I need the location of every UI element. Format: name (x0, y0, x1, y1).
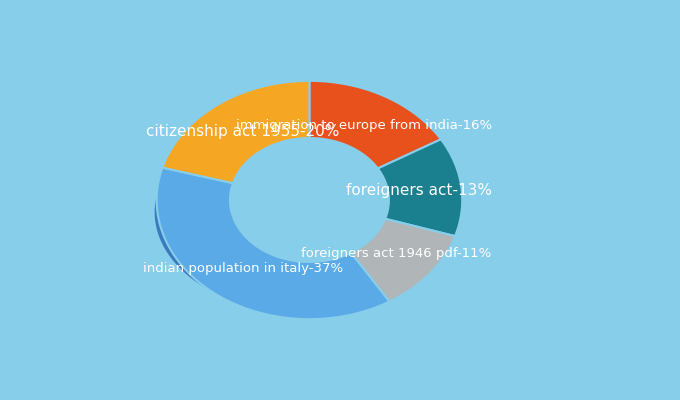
Polygon shape (156, 168, 390, 319)
Polygon shape (378, 139, 462, 236)
Polygon shape (351, 219, 455, 302)
Polygon shape (163, 81, 309, 183)
Text: foreigners act-13%: foreigners act-13% (346, 183, 492, 198)
Text: foreigners act 1946 pdf-11%: foreigners act 1946 pdf-11% (301, 246, 492, 260)
Text: indian population in italy-37%: indian population in italy-37% (143, 262, 343, 275)
Text: immigration to europe from india-16%: immigration to europe from india-16% (236, 119, 492, 132)
Polygon shape (154, 184, 391, 316)
Polygon shape (309, 81, 441, 168)
Text: citizenship act 1955-20%: citizenship act 1955-20% (146, 124, 339, 139)
Ellipse shape (230, 138, 389, 262)
